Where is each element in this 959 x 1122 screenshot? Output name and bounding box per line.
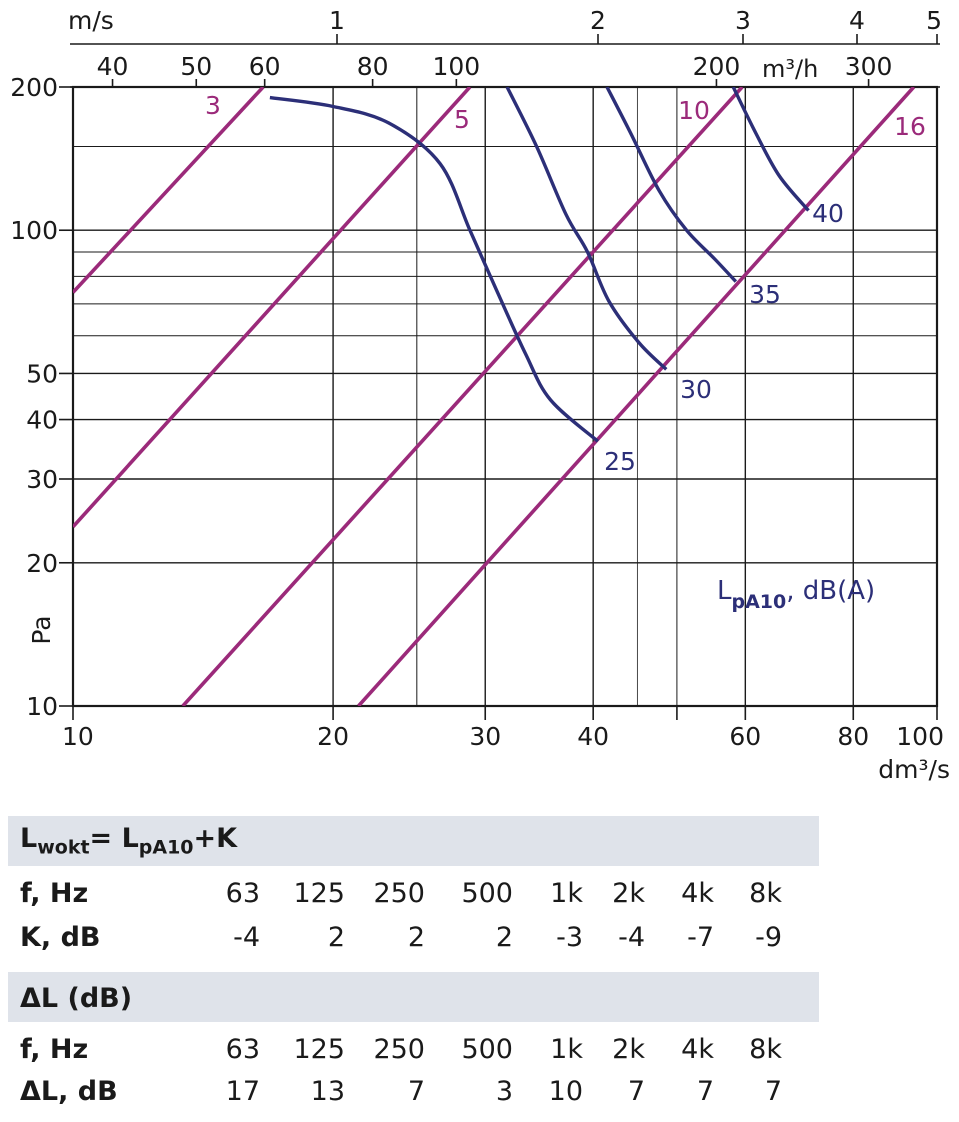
freq-cell: 4k	[681, 878, 714, 909]
chart-grid	[59, 34, 940, 720]
top-velocity-tick-label: 3	[735, 6, 751, 35]
value-cell: -9	[755, 922, 782, 953]
freq-cell: 2k	[612, 1034, 645, 1065]
y-tick-label: 30	[26, 465, 58, 494]
duct-line-label: 5	[454, 105, 470, 134]
value-cell: 2	[495, 922, 513, 953]
plot-frame	[71, 85, 939, 708]
top-flow-tick-label: 80	[357, 52, 389, 81]
value-cell: 17	[225, 1076, 260, 1107]
duct-line-label: 10	[678, 96, 710, 125]
freq-cell: 8k	[749, 1034, 782, 1065]
freq-cell: 500	[461, 878, 513, 909]
k-table-freq-label: f, Hz	[20, 878, 89, 909]
freq-cell: 500	[461, 1034, 513, 1065]
freq-cell: 63	[225, 1034, 260, 1065]
duct-line-label: 3	[205, 91, 221, 120]
value-cell: 13	[310, 1076, 345, 1107]
x-tick-label: 100	[896, 722, 944, 751]
y-tick-label: 20	[26, 549, 58, 578]
sound-curve-label: 40	[812, 199, 844, 228]
freq-cell: 1k	[550, 1034, 583, 1065]
k-table-value-label: K, dB	[20, 922, 101, 953]
freq-cell: 1k	[550, 878, 583, 909]
value-cell: 7	[627, 1076, 645, 1107]
freq-cell: 63	[225, 878, 260, 909]
value-cell: 7	[407, 1076, 425, 1107]
x-tick-label: 30	[469, 722, 501, 751]
sound-curve-label: 30	[680, 375, 712, 404]
delta-l-freq-label: f, Hz	[20, 1034, 89, 1065]
delta-l-table-title: ΔL (dB)	[20, 983, 133, 1014]
x-tick-label: 10	[62, 722, 94, 751]
top-velocity-label: m/s	[68, 6, 114, 35]
x-tick-label: 20	[317, 722, 349, 751]
top-velocity-tick-label: 5	[926, 6, 942, 35]
top-velocity-tick-label: 4	[849, 6, 865, 35]
sound-curve-label: 25	[604, 447, 636, 476]
y-axis-label: Pa	[27, 615, 56, 644]
value-cell: 7	[696, 1076, 714, 1107]
value-cell: -7	[687, 922, 714, 953]
duct-line-10	[181, 87, 744, 706]
delta-l-header-band	[8, 972, 819, 1022]
freq-cell: 8k	[749, 878, 782, 909]
value-cell: 7	[764, 1076, 782, 1107]
value-cell: -3	[556, 922, 583, 953]
value-cell: 10	[548, 1076, 583, 1107]
top-velocity-tick-label: 1	[329, 6, 345, 35]
top-velocity-tick-label: 2	[590, 6, 606, 35]
value-cell: -4	[233, 922, 260, 953]
freq-cell: 250	[373, 878, 425, 909]
sound-curve-30	[505, 87, 668, 371]
duct-line-16	[357, 87, 916, 706]
delta-l-value-label: ΔL, dB	[20, 1076, 118, 1107]
value-cell: 3	[495, 1076, 513, 1107]
top-flow-tick-label: 300	[845, 52, 893, 81]
freq-cell: 4k	[681, 1034, 714, 1065]
sound-level-annotation: LpA10, dB(A)	[717, 576, 875, 613]
sound-curve-40	[731, 87, 810, 212]
x-tick-label: 60	[729, 722, 761, 751]
sound-curve-25	[269, 95, 599, 443]
chart-labels: 10 20 30 40 60 80 100 dm³/s 10 20 30 40 50 100 200 Pa 1 2…	[10, 6, 950, 784]
pressure-flow-chart: 10 20 30 40 60 80 100 dm³/s 10 20 30 40 50 100 200 Pa 1 2…	[10, 6, 950, 784]
chart-lines	[73, 87, 916, 706]
freq-cell: 250	[373, 1034, 425, 1065]
value-cell: -4	[618, 922, 645, 953]
y-tick-label: 200	[10, 73, 58, 102]
y-tick-label: 40	[26, 406, 58, 435]
duct-line-3	[73, 87, 265, 294]
top-flow-tick-label: 40	[97, 52, 129, 81]
top-flow-tick-label: 50	[180, 52, 212, 81]
top-flow-tick-label: 100	[432, 52, 480, 81]
y-tick-label: 50	[26, 359, 58, 388]
top-flow-tick-label: 200	[693, 52, 741, 81]
y-tick-label: 100	[10, 216, 58, 245]
k-table-title: Lwokt= LpA10+K	[20, 823, 238, 859]
top-flow-tick-label: 60	[249, 52, 281, 81]
top-flow-label: m³/h	[762, 55, 818, 83]
duct-line-5	[73, 87, 472, 529]
y-tick-label: 10	[26, 692, 58, 721]
duct-line-label: 16	[894, 112, 926, 141]
freq-cell: 125	[293, 878, 345, 909]
freq-cell: 125	[293, 1034, 345, 1065]
sound-curve-label: 35	[749, 280, 781, 309]
sound-curve-35	[605, 87, 738, 283]
x-tick-label: 80	[837, 722, 869, 751]
value-cell: 2	[407, 922, 425, 953]
k-table-header-band	[8, 816, 819, 866]
x-tick-label: 40	[577, 722, 609, 751]
value-cell: 2	[327, 922, 345, 953]
x-axis-label: dm³/s	[878, 755, 950, 784]
freq-cell: 2k	[612, 878, 645, 909]
